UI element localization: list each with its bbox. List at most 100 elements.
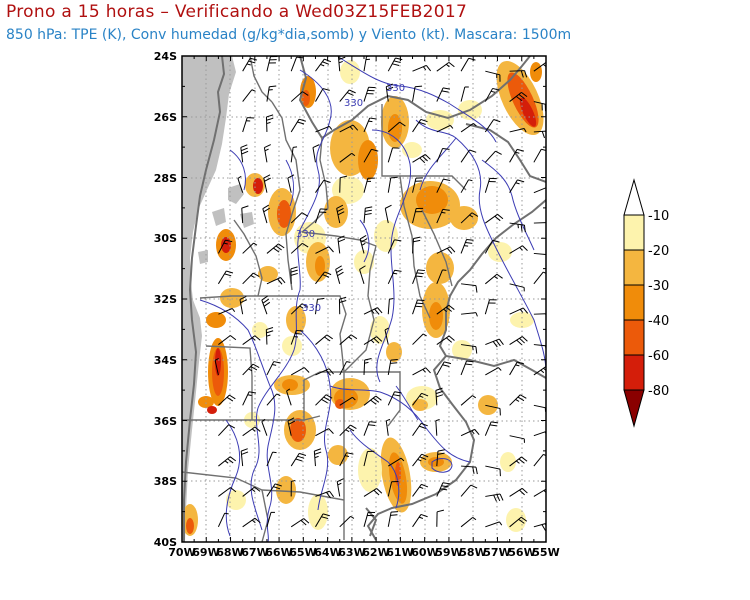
wind-barb: [363, 395, 377, 406]
lat-label: 30S: [154, 232, 177, 245]
wind-barb-feather: [420, 422, 428, 427]
wind-barb: [412, 333, 424, 345]
wind-barb-feather: [499, 493, 504, 501]
wind-barb: [359, 238, 365, 254]
wind-barb: [460, 239, 468, 254]
wind-barb-feather: [290, 269, 298, 273]
wind-barb-feather: [390, 176, 398, 179]
colorbar-labels: -10 -20 -30 -40 -60 -80: [648, 209, 669, 399]
wind-barb: [387, 177, 392, 193]
lat-label: 34S: [154, 354, 177, 367]
wind-barb-feather: [519, 489, 525, 496]
wind-barb-feather: [280, 277, 286, 284]
wind-barb-feather: [386, 418, 391, 422]
wind-barb: [436, 148, 444, 163]
wind-barb: [218, 335, 231, 345]
wind-barb-feather: [368, 120, 373, 123]
wind-barb-feather: [273, 247, 280, 253]
wind-barb-feather: [364, 209, 372, 212]
wind-barb-feather: [422, 333, 427, 337]
wind-barb-feather: [337, 211, 345, 216]
wind-barb: [290, 118, 300, 133]
wind-barb-feather: [350, 334, 358, 340]
wind-barb: [242, 117, 248, 133]
wind-barb-feather: [419, 456, 427, 460]
wind-barb-feather: [337, 235, 345, 240]
wind-barb-feather: [314, 455, 319, 459]
wind-barb-feather: [339, 300, 347, 303]
wind-barb-feather: [515, 182, 520, 185]
wind-barb: [217, 512, 226, 528]
wind-barb-feather: [521, 487, 528, 494]
wind-barb: [461, 465, 477, 468]
wind-barb: [337, 238, 341, 254]
contour-label: 330: [302, 303, 321, 314]
wind-barb-feather: [497, 213, 504, 220]
wind-barb-feather: [248, 391, 257, 394]
wind-barb-feather: [263, 301, 271, 307]
wind-barb-feather: [545, 62, 546, 64]
wind-barb: [363, 56, 367, 72]
wind-barb: [363, 488, 377, 497]
wind-barb-feather: [214, 358, 219, 361]
wind-barb-feather: [541, 524, 546, 531]
wind-barb-feather: [386, 83, 393, 88]
wind-barb: [363, 178, 369, 193]
wind-barb-feather: [425, 65, 432, 72]
wind-barb: [363, 359, 366, 375]
wind-barb-feather: [224, 512, 229, 515]
wind-barb-feather: [350, 515, 355, 519]
wind-barb-feather: [370, 339, 375, 344]
wind-barb-feather: [336, 268, 343, 273]
wind-barb: [218, 424, 230, 437]
wind-barb-feather: [498, 338, 504, 345]
wind-barb-feather: [241, 147, 248, 152]
wind-barb-feather: [251, 337, 256, 341]
wind-barb-feather: [445, 306, 452, 312]
wind-barb-feather: [545, 366, 546, 367]
wind-barb-feather: [520, 70, 524, 78]
wind-barb: [485, 273, 498, 285]
wind-barb-feather: [287, 174, 295, 179]
lat-label: 32S: [154, 293, 177, 306]
wind-barb: [460, 122, 474, 133]
wind-barb: [461, 312, 477, 315]
wind-barb-feather: [435, 418, 440, 422]
wind-barb: [315, 58, 325, 72]
map-title: Prono a 15 horas – Verificando a Wed03Z1…: [6, 2, 468, 22]
wind-barb-feather: [325, 369, 331, 376]
wind-barb: [363, 451, 368, 467]
wind-barb-feather: [490, 90, 495, 93]
colorbar-segment: [623, 178, 645, 216]
wind-barb-feather: [520, 224, 523, 232]
wind-barb-feather: [465, 363, 473, 366]
wind-barb-feather: [420, 513, 428, 518]
wind-barb-feather: [422, 66, 427, 71]
wind-barb-feather: [324, 336, 331, 342]
wind-barb: [287, 177, 292, 193]
wind-barb: [336, 208, 341, 224]
wind-barb: [240, 147, 244, 163]
wind-barb: [242, 335, 256, 345]
wind-barb-feather: [475, 346, 478, 354]
wind-barb-feather: [419, 395, 424, 398]
wind-barb-feather: [373, 337, 380, 344]
wind-barb-feather: [230, 335, 237, 341]
wind-barb: [509, 245, 523, 254]
wind-barb: [266, 56, 271, 72]
wind-barb-feather: [326, 492, 331, 499]
wind-barb: [339, 361, 347, 376]
wind-barb-feather: [364, 212, 372, 216]
wind-barb-feather: [241, 451, 249, 455]
wind-barb-feather: [321, 516, 329, 520]
wind-barb-feather: [522, 307, 529, 314]
wind-barb-feather: [370, 399, 377, 405]
wind-barb-feather: [471, 212, 479, 217]
wind-barb-feather: [252, 363, 260, 368]
wind-barb: [217, 270, 227, 285]
wind-barb: [218, 394, 230, 406]
wind-barb: [435, 420, 438, 436]
wind-barb-feather: [518, 458, 525, 464]
wind-barb: [460, 212, 473, 224]
wind-barb-feather: [314, 448, 322, 452]
